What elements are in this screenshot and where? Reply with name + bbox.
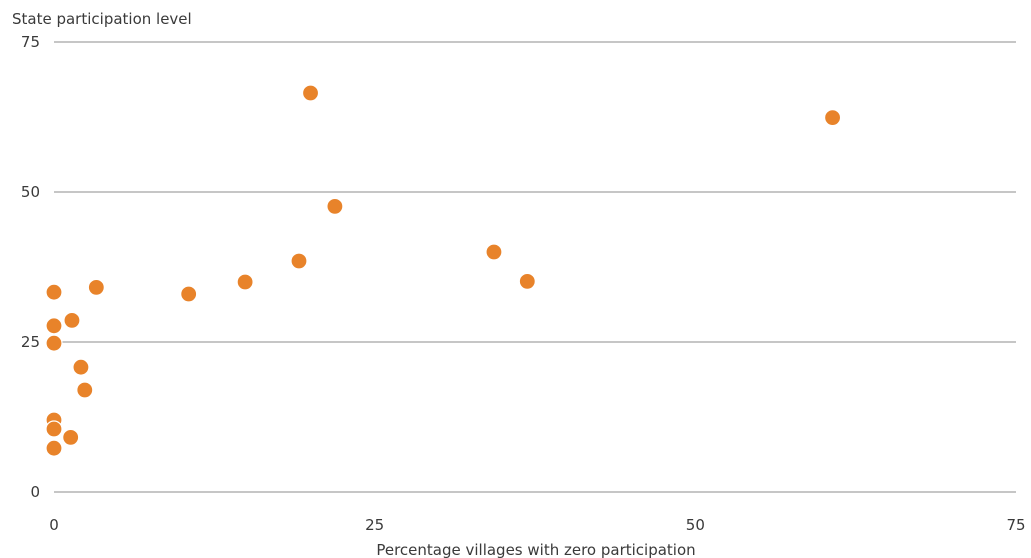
x-tick-label: 50 — [686, 516, 705, 534]
data-point — [87, 278, 105, 296]
data-point — [301, 84, 320, 102]
data-point — [45, 283, 63, 301]
x-tick-label: 0 — [49, 516, 59, 534]
data-points — [45, 84, 842, 457]
y-tick-label: 0 — [30, 483, 40, 501]
data-point — [72, 358, 90, 376]
x-tick-label: 75 — [1006, 516, 1025, 534]
y-axis-ticks: 0 25 50 75 — [21, 33, 40, 501]
x-axis-ticks: 0 25 50 75 — [49, 516, 1025, 534]
data-point — [45, 317, 63, 335]
y-tick-label: 50 — [21, 183, 40, 201]
x-tick-label: 25 — [365, 516, 384, 534]
data-point — [326, 197, 344, 215]
data-point — [45, 439, 63, 457]
x-axis-title: Percentage villages with zero participat… — [376, 541, 695, 558]
data-point — [45, 334, 63, 352]
data-point — [76, 381, 94, 399]
data-point — [62, 428, 80, 446]
y-tick-label: 75 — [21, 33, 40, 51]
y-tick-label: 25 — [21, 333, 40, 351]
data-point — [45, 420, 63, 438]
data-point — [823, 108, 842, 127]
data-point — [485, 243, 503, 261]
data-point — [236, 273, 254, 291]
data-point — [290, 252, 308, 270]
data-point — [180, 285, 198, 303]
data-point — [63, 311, 81, 329]
y-axis-title: State participation level — [12, 10, 192, 28]
gridlines — [54, 41, 1016, 493]
data-point — [518, 272, 536, 290]
